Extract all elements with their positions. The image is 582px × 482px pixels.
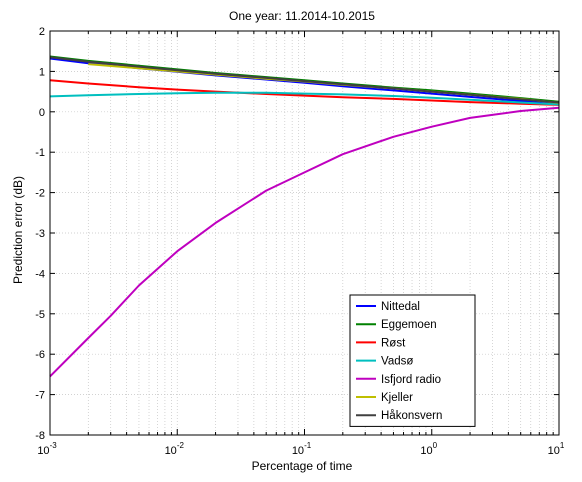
legend-label: Kjeller bbox=[381, 392, 413, 404]
y-tick-label: 1 bbox=[39, 66, 45, 78]
y-tick-label: -3 bbox=[35, 228, 45, 240]
x-tick-label: 10-3 bbox=[37, 441, 57, 457]
legend-label: Vadsø bbox=[381, 356, 413, 368]
series-lines bbox=[49, 55, 560, 378]
legend-label: Isfjord radio bbox=[381, 374, 441, 386]
legend-label: Røst bbox=[381, 337, 406, 349]
y-tick-label: -8 bbox=[35, 430, 45, 442]
x-tick-label: 10-1 bbox=[292, 441, 312, 457]
x-tick-label: 101 bbox=[548, 441, 565, 457]
legend-label: Nittedal bbox=[381, 301, 420, 313]
y-tick-label: 2 bbox=[39, 26, 45, 38]
axis-ticks bbox=[49, 30, 559, 436]
series-line-h-konsvern bbox=[49, 56, 560, 104]
legend-label: Håkonsvern bbox=[381, 410, 442, 422]
y-tick-label: -7 bbox=[35, 390, 45, 402]
y-tick-labels: -8 -7 -6 -5 -4 -3 -2 -1 0 1 2 bbox=[35, 26, 45, 442]
series-line-vads- bbox=[49, 91, 560, 106]
chart-title: One year: 11.2014-10.2015 bbox=[229, 9, 375, 23]
legend-label: Eggemoen bbox=[381, 319, 437, 331]
y-tick-label: -5 bbox=[35, 309, 45, 321]
y-axis-label: Prediction error (dB) bbox=[11, 176, 25, 284]
y-tick-label: -2 bbox=[35, 188, 45, 200]
x-tick-label: 100 bbox=[420, 441, 437, 457]
x-axis-label: Percentage of time bbox=[252, 459, 353, 473]
y-tick-label: -4 bbox=[35, 268, 45, 280]
legend: Nittedal Eggemoen Røst Vadsø Isfjord radio Kj… bbox=[349, 294, 476, 427]
series-line-r-st bbox=[49, 79, 560, 106]
series-line-isfjord-radio bbox=[49, 106, 560, 378]
y-tick-label: -6 bbox=[35, 349, 45, 361]
y-tick-label: 0 bbox=[39, 107, 45, 119]
y-tick-label: -1 bbox=[35, 147, 45, 159]
x-tick-labels: 10-3 10-2 10-1 100 101 bbox=[37, 441, 565, 457]
x-tick-label: 10-2 bbox=[165, 441, 185, 457]
